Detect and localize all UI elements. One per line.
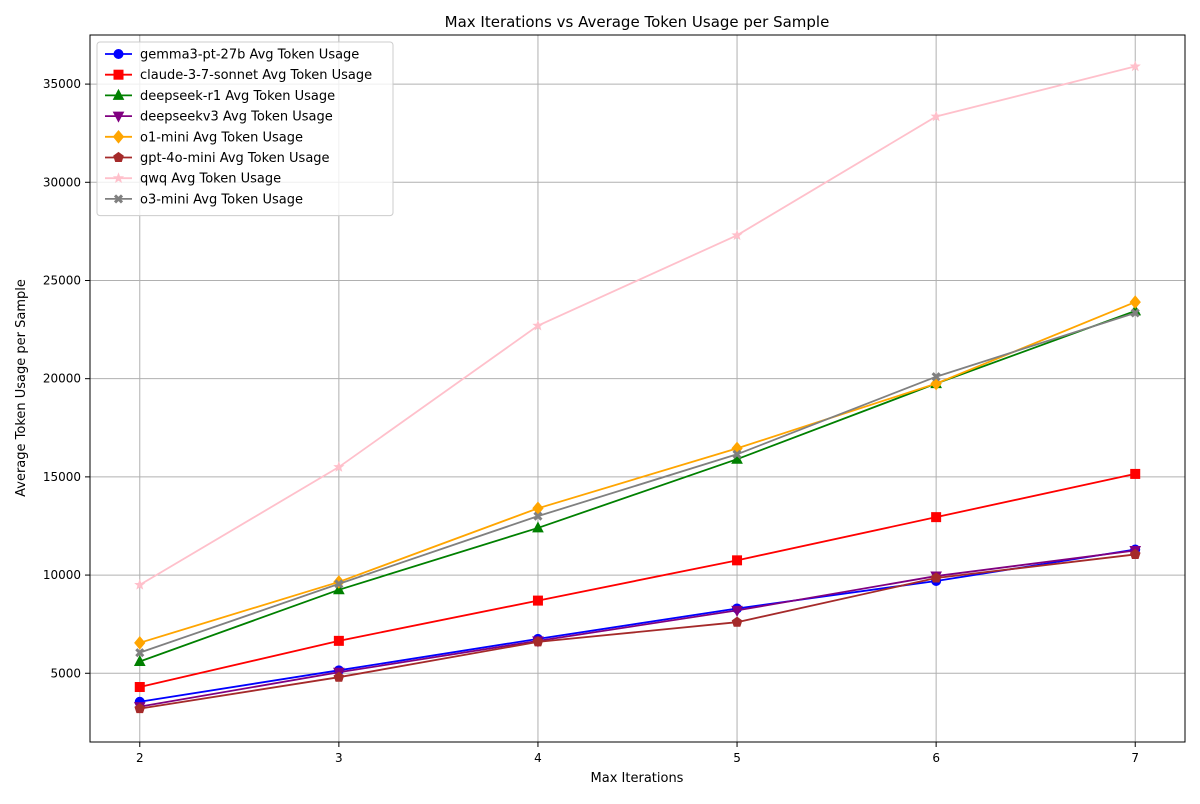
x-tick-label: 6 [932,751,940,765]
series-6 [134,60,1141,590]
x-tick-label: 3 [335,751,343,765]
x-tick-label: 5 [733,751,741,765]
y-tick-label: 30000 [43,175,81,189]
y-tick-label: 15000 [43,470,81,484]
y-tick-label: 25000 [43,273,81,287]
data-point [533,511,543,521]
legend-entry: gpt-4o-mini Avg Token Usage [105,151,330,166]
data-point [134,578,146,590]
legend-marker [112,88,125,100]
legend-entry: gemma3-pt-27b Avg Token Usage [105,48,359,63]
legend: gemma3-pt-27b Avg Token Usage claude-3-7-… [96,41,394,217]
data-point [532,319,544,331]
x-tick-label: 4 [534,751,542,765]
x-tick-label: 2 [136,751,144,765]
legend-label: o1-mini Avg Token Usage [140,130,303,145]
x-axis-label: Max Iterations [591,771,684,786]
data-point [731,616,743,627]
marker-stroke [135,648,145,658]
series-lines [133,60,1142,714]
legend-marker [113,194,124,204]
marker-stroke [931,372,941,382]
series-line [139,553,1136,710]
data-point [532,595,543,606]
legend-marker [113,49,124,59]
legend-label: claude-3-7-sonnet Avg Token Usage [140,68,372,83]
series-5 [134,548,1141,714]
marker-stroke [1130,308,1140,318]
legend-entry: deepseekv3 Avg Token Usage [105,110,333,125]
series-line [139,310,1136,663]
marker-stroke [113,194,124,204]
series-line [139,301,1136,644]
series-1 [134,468,1141,693]
legend-marker [113,151,124,163]
data-point [931,372,941,382]
data-point [731,229,743,241]
legend-label: gemma3-pt-27b Avg Token Usage [140,48,359,63]
y-tick-label: 10000 [43,568,81,582]
x-tick-label: 7 [1131,751,1139,765]
data-point [333,635,344,646]
series-line [139,548,1136,703]
data-point [532,501,544,516]
legend-entry: claude-3-7-sonnet Avg Token Usage [105,68,372,83]
legend-label: o3-mini Avg Token Usage [140,192,303,207]
legend-marker [112,130,125,144]
series-line [139,312,1136,654]
data-point [333,461,345,472]
series-line [139,473,1136,688]
data-point [732,555,743,566]
data-point [1130,308,1140,318]
y-tick-label: 35000 [43,77,81,91]
data-point [931,512,942,523]
data-point [135,648,145,658]
legend-label: qwq Avg Token Usage [140,172,281,187]
data-point [333,583,345,595]
legend-entry: o1-mini Avg Token Usage [105,130,303,145]
marker-stroke [732,449,742,459]
y-tick-label: 5000 [50,666,81,680]
series-line [139,65,1136,586]
legend-label: gpt-4o-mini Avg Token Usage [140,151,330,166]
data-point [1129,60,1141,72]
legend-marker [113,69,124,80]
data-point [532,521,544,533]
marker-stroke [334,579,344,589]
data-point [134,682,145,693]
data-point [1130,468,1141,479]
series-7 [135,308,1140,658]
chart-title: Max Iterations vs Average Token Usage pe… [445,13,830,31]
legend-marker [112,172,125,183]
y-axis-label: Average Token Usage per Sample [14,279,29,497]
legend-label: deepseekv3 Avg Token Usage [140,110,333,125]
legend-marker [112,111,125,123]
marker-stroke [533,511,543,521]
data-point [532,636,544,647]
data-point [333,671,345,682]
data-point [134,702,146,714]
legend-entry: o3-mini Avg Token Usage [105,192,303,207]
data-point [334,579,344,589]
data-point [134,636,146,650]
legend-entry: qwq Avg Token Usage [105,172,281,187]
data-point [732,449,742,459]
legend-box [96,41,394,217]
y-tick-label: 20000 [43,372,81,386]
axes: 2 3 4 5 6 7 5000 10000 15000 20000 25000 30000 35000 [43,34,1186,765]
series-4 [134,295,1141,650]
data-point [133,654,146,666]
plot-frame [89,34,1186,743]
legend-entry: deepseek-r1 Avg Token Usage [105,88,335,104]
data-point [731,605,743,617]
data-point [1129,548,1141,559]
data-point [1129,295,1141,309]
data-point [930,110,942,122]
series-line [139,549,1136,708]
data-point [930,572,942,583]
legend-label: deepseek-r1 Avg Token Usage [140,89,335,104]
